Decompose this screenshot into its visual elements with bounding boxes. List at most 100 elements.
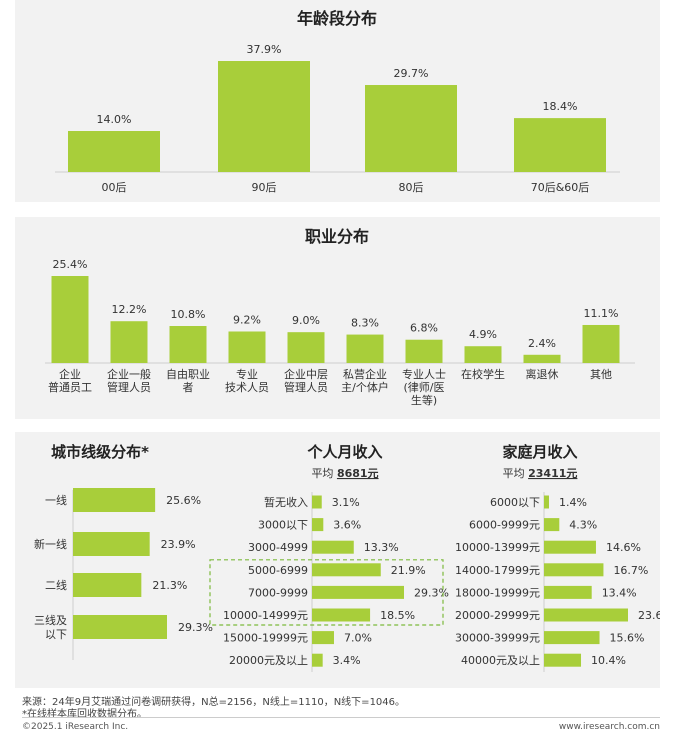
data-label: 29.7%	[394, 67, 429, 80]
category-label: 20000元及以上	[229, 654, 308, 667]
bar	[73, 532, 150, 556]
category-label: 3000以下	[258, 519, 308, 532]
data-label: 14.6%	[606, 541, 641, 554]
bar	[523, 354, 561, 363]
data-label: 11.1%	[584, 307, 619, 320]
category-label: 专业技术人员	[225, 367, 269, 394]
category-label: 18000-19999元	[455, 586, 540, 599]
bar	[169, 326, 207, 363]
category-label: 其他	[590, 368, 612, 381]
chart-title: 个人月收入	[306, 443, 382, 461]
category-label: 3000-4999	[248, 541, 308, 554]
income-panel: 城市线级分布* 25.6% 一线 23.9% 新一线 21.3% 二线 29.3% 三线及以下 个…	[15, 432, 660, 688]
bar	[68, 130, 160, 172]
data-label: 6.8%	[410, 322, 438, 335]
data-label: 29.3%	[178, 621, 213, 634]
data-label: 3.6%	[333, 519, 361, 532]
sample-note: *在线样本库回收数据分布。	[22, 709, 147, 720]
category-label: 5000-6999	[248, 564, 308, 577]
data-label: 7.0%	[344, 632, 372, 645]
data-label: 13.4%	[602, 586, 637, 599]
bar	[312, 563, 381, 577]
category-label: 新一线	[34, 537, 67, 551]
bar	[544, 563, 604, 577]
bar	[544, 631, 600, 645]
category-label: 15000-19999元	[223, 632, 308, 645]
occupation-panel: 职业分布 25.4% 企业普通员工 12.2% 企业一般管理人员 10.8% 自由职业者 9.…	[15, 217, 660, 419]
category-label: 80后	[399, 181, 424, 194]
bar	[51, 276, 89, 363]
data-label: 18.5%	[380, 609, 415, 622]
data-label: 3.1%	[332, 496, 360, 509]
bar	[346, 334, 384, 363]
bar	[73, 488, 156, 512]
average-label: 平均 23411元	[503, 467, 578, 480]
category-label: 企业中层管理人员	[284, 367, 328, 394]
data-label: 10.4%	[591, 654, 626, 667]
bar	[287, 332, 325, 363]
data-label: 25.4%	[53, 258, 88, 271]
bar	[312, 518, 324, 532]
data-label: 9.0%	[292, 314, 320, 327]
category-label: 6000以下	[490, 496, 540, 509]
data-label: 4.3%	[569, 519, 597, 532]
data-label: 1.4%	[559, 496, 587, 509]
bar	[228, 331, 266, 363]
chart-title: 年龄段分布	[297, 9, 377, 28]
bar	[312, 653, 323, 667]
category-label: 离退休	[526, 367, 559, 381]
bar	[365, 85, 457, 172]
category-label: 在校学生	[461, 367, 505, 381]
data-label: 21.9%	[391, 564, 426, 577]
category-label: 14000-17999元	[455, 564, 540, 577]
bar	[312, 540, 354, 554]
bar	[544, 540, 596, 554]
source-note: 来源：24年9月艾瑞通过问卷调研获得，N总=2156，N线上=1110，N线下=…	[22, 697, 406, 708]
bar	[312, 585, 404, 599]
average-label: 平均 8681元	[311, 467, 378, 480]
category-label: 6000-9999元	[469, 519, 540, 532]
data-label: 29.3%	[414, 586, 449, 599]
chart-title: 职业分布	[305, 227, 369, 246]
bar	[544, 585, 592, 599]
category-label: 暂无收入	[264, 495, 308, 509]
bar	[544, 653, 582, 667]
bar	[73, 615, 167, 639]
bar	[544, 608, 628, 622]
data-label: 12.2%	[112, 303, 147, 316]
data-label: 4.9%	[469, 328, 497, 341]
chart-title: 城市线级分布*	[51, 443, 149, 461]
data-label: 23.9%	[161, 538, 196, 551]
bar	[582, 324, 620, 363]
occupation-chart: 职业分布 25.4% 企业普通员工 12.2% 企业一般管理人员 10.8% 自由职业者 9.…	[45, 227, 635, 407]
data-label: 25.6%	[166, 494, 201, 507]
data-label: 8.3%	[351, 317, 379, 330]
category-label: 企业普通员工	[48, 367, 92, 394]
category-label: 二线	[45, 578, 67, 592]
category-label: 10000-13999元	[455, 541, 540, 554]
bar	[544, 495, 549, 509]
data-label: 9.2%	[233, 313, 261, 326]
chart-title: 家庭月收入	[502, 443, 577, 461]
data-label: 16.7%	[613, 564, 648, 577]
bar	[312, 631, 334, 645]
bar	[110, 321, 148, 363]
footer-divider	[22, 717, 660, 718]
category-label: 专业人士(律师/医生等)	[402, 367, 446, 407]
bar	[312, 608, 371, 622]
category-label: 7000-9999	[248, 586, 308, 599]
data-label: 2.4%	[528, 337, 556, 350]
website: www.iresearch.com.cn	[558, 722, 660, 732]
copyright: ©2025.1 iResearch Inc.	[22, 722, 129, 732]
data-label: 15.6%	[610, 632, 645, 645]
category-label: 40000元及以上	[461, 654, 540, 667]
data-label: 10.8%	[171, 308, 206, 321]
category-label: 00后	[102, 181, 127, 194]
age-chart: 年龄段分布 14.0% 00后 37.9% 90后 29.7% 80后 18.4% 70后&60…	[55, 9, 620, 194]
category-label: 自由职业者	[166, 367, 210, 394]
bar	[544, 518, 560, 532]
bar	[73, 573, 142, 597]
data-label: 23.6%	[638, 609, 660, 622]
bar	[464, 346, 502, 363]
highlight-box	[209, 559, 444, 626]
